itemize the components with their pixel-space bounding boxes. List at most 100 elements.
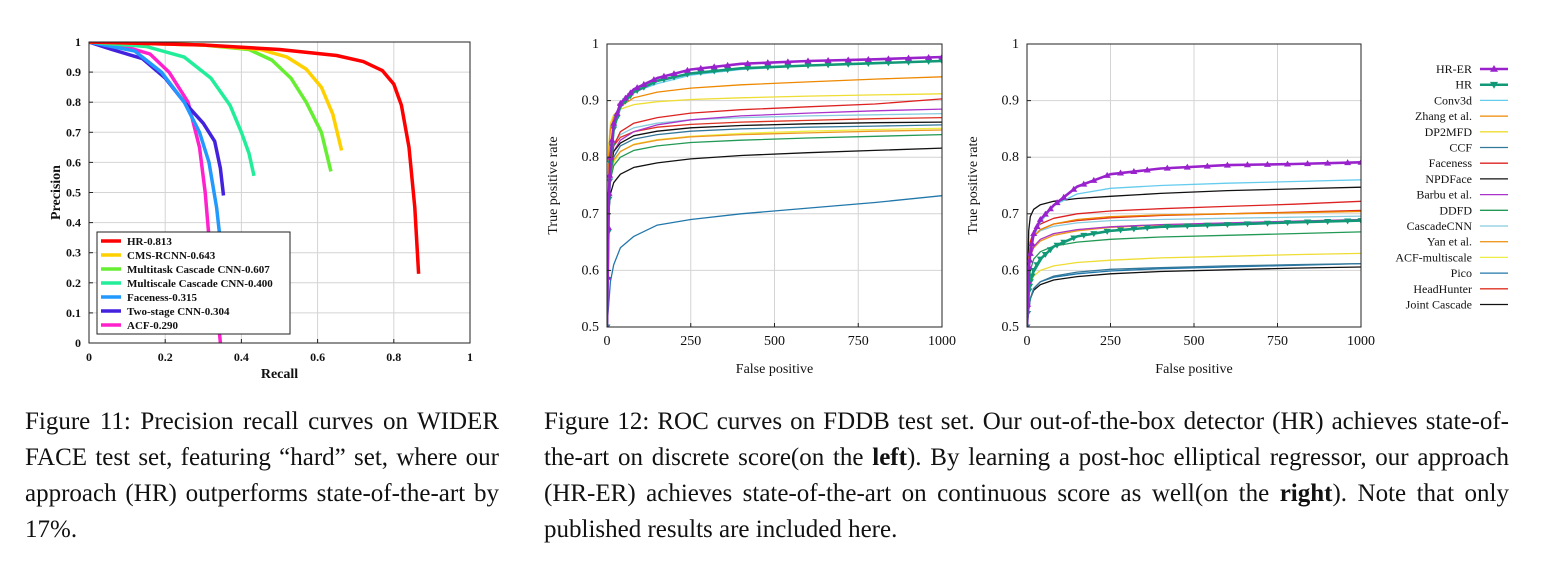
legend-label: Faceness-0.315: [127, 292, 197, 304]
x-tick-label: 0.4: [234, 350, 249, 364]
legend-label: NPDFace: [1425, 172, 1472, 186]
chart-pr: 0 0.2 0.4 0.6 0.8 1 0 0.1 0.2 0.3 0.4 0.5 0.6 0.7 0.8 0…: [49, 35, 473, 382]
series-marker: [710, 63, 718, 70]
x-axis-label: False positive: [736, 362, 813, 377]
series-marker: [608, 136, 616, 143]
x-tick-label: 1000: [928, 334, 956, 349]
series-marker: [697, 64, 705, 71]
legend-marker: [1490, 65, 1498, 72]
series-marker: [610, 119, 618, 126]
legend-label: Pico: [1451, 266, 1472, 280]
y-tick-label: 1: [592, 37, 599, 52]
y-tick-label: 0.5: [582, 320, 600, 335]
series-marker: [1130, 226, 1138, 233]
caption-part-c: ). By learning a post-hoc elliptical reg…: [544, 444, 1509, 507]
series-marker: [1163, 224, 1171, 231]
legend-label: Faceness: [1429, 156, 1473, 170]
legend-label: HeadHunter: [1413, 282, 1472, 296]
y-tick-label: 0.8: [66, 95, 81, 109]
series-marker: [804, 57, 812, 64]
y-tick-label: 0.5: [66, 186, 81, 200]
series-marker: [1324, 218, 1332, 225]
series-marker: [1263, 160, 1271, 167]
series-marker: [650, 76, 658, 83]
series-marker: [621, 94, 629, 101]
series-marker: [1243, 221, 1251, 228]
series-marker: [1344, 218, 1352, 225]
series-marker: [864, 55, 872, 62]
series-marker: [1046, 205, 1054, 212]
series-marker: [607, 189, 613, 196]
series-marker: [710, 68, 718, 75]
series-marker: [784, 58, 792, 65]
x-tick-label: 0.6: [310, 350, 325, 364]
series-line-ccf: [1027, 262, 1361, 327]
series-marker: [697, 69, 705, 76]
x-tick-label: 1: [467, 350, 473, 364]
series-marker: [1030, 230, 1038, 237]
series-marker: [1243, 161, 1251, 168]
y-tick-label: 0.7: [582, 207, 600, 222]
series-marker: [1033, 223, 1041, 229]
figure-11-caption-text: Figure 11: Precision recall curves on WI…: [25, 408, 499, 543]
series-marker: [1028, 273, 1036, 280]
figure-11-caption: Figure 11: Precision recall curves on WI…: [25, 404, 499, 548]
figures-canvas: 0 0.2 0.4 0.6 0.8 100.10.20.30.40.50.60.70.80…: [49, 35, 1508, 382]
legend-box: [96, 231, 291, 335]
series-marker: [1203, 222, 1211, 229]
y-tick-label: 0.9: [66, 65, 81, 79]
legend-label: Multitask Cascade CNN-0.607: [127, 264, 270, 276]
y-tick-label: 0.1: [66, 306, 81, 320]
legend-marker: [1490, 81, 1498, 89]
legend-label: HR: [1455, 78, 1472, 92]
series-marker: [1103, 171, 1111, 178]
series-marker: [724, 61, 732, 68]
y-axis-label: True positive rate: [966, 136, 981, 234]
series-line-hr-0-813: [89, 42, 421, 274]
series-marker: [905, 59, 912, 66]
series-marker: [1080, 180, 1088, 187]
caption-part-a: Figure 12: ROC curves on FDDB test set. …: [544, 408, 1509, 471]
series-marker: [640, 80, 648, 87]
series-line-dp2mfd: [607, 93, 942, 327]
series-marker: [724, 67, 732, 74]
series-marker: [607, 273, 612, 280]
series-marker: [1344, 159, 1352, 166]
series-marker: [607, 153, 614, 160]
series-marker: [1130, 168, 1138, 174]
series-marker: [864, 61, 872, 67]
y-tick-label: 0.9: [1002, 94, 1020, 109]
y-axis-label: True positive rate: [546, 136, 561, 234]
y-tick-label: 0: [75, 336, 81, 350]
chart-roc-right: 0 250 500 750 1000 0.5 0.6 0.7 0.8 0.9 1 False posi…: [966, 37, 1508, 377]
caption-left-bold: left: [872, 444, 907, 471]
y-tick-label: 1: [1012, 37, 1019, 52]
legend-label: HR-ER: [1436, 62, 1472, 76]
series-marker: [925, 58, 933, 65]
series-marker: [1036, 256, 1044, 263]
y-tick-label: 0.7: [66, 125, 81, 139]
series-marker: [1041, 251, 1049, 258]
series-marker: [1033, 262, 1041, 269]
series-marker: [1183, 163, 1191, 170]
series-marker: [1036, 215, 1044, 222]
series-marker: [633, 84, 641, 91]
series-marker: [1070, 235, 1078, 242]
series-marker: [683, 66, 691, 73]
series-marker: [764, 64, 772, 71]
series-marker: [1027, 323, 1030, 327]
series-line-multiscale-cascade-cnn-0-400: [89, 42, 256, 177]
y-tick-label: 0.4: [66, 216, 81, 230]
series-marker: [683, 71, 691, 78]
series-marker: [1324, 159, 1332, 166]
y-tick-label: 0.9: [582, 94, 600, 109]
x-tick-label: 500: [764, 334, 785, 349]
x-tick-label: 500: [1184, 334, 1205, 349]
series-marker: [844, 61, 852, 68]
series-marker: [1060, 239, 1068, 246]
y-tick-label: 0.8: [1002, 150, 1020, 165]
x-tick-label: 750: [848, 334, 869, 349]
series-marker: [1183, 223, 1191, 230]
series-marker: [1053, 199, 1061, 206]
x-tick-label: 0: [604, 334, 611, 349]
